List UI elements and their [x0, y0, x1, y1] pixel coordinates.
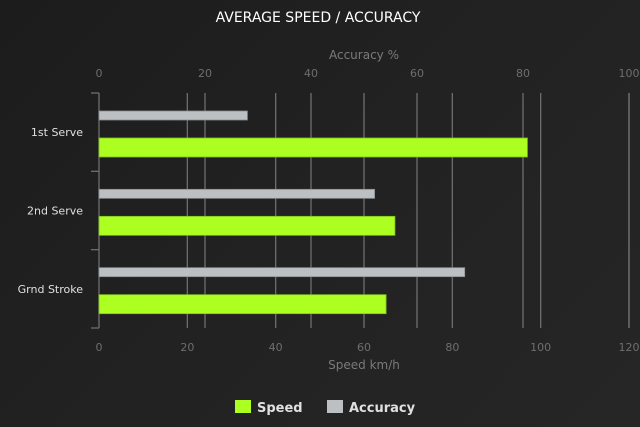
bottom-tick-label: 40 — [269, 341, 283, 354]
bar-speed — [98, 215, 396, 236]
bar-accuracy — [98, 110, 248, 121]
legend-swatch-accuracy — [327, 400, 343, 413]
legend-swatch-speed — [235, 400, 251, 413]
top-tick-label: 60 — [410, 67, 424, 80]
legend: Speed Accuracy — [235, 400, 416, 416]
bottom-tick-label: 80 — [445, 341, 459, 354]
bottom-tick-label: 60 — [357, 341, 371, 354]
top-tick-label: 20 — [198, 67, 212, 80]
legend-label-accuracy[interactable]: Accuracy — [349, 401, 416, 416]
chart-title: AVERAGE SPEED / ACCURACY — [216, 10, 421, 26]
top-tick-label: 0 — [96, 67, 103, 80]
category-label: 2nd Serve — [27, 205, 83, 218]
bar-accuracy — [98, 188, 376, 199]
bottom-tick-label: 0 — [96, 341, 103, 354]
bottom-tick-label: 100 — [530, 341, 551, 354]
bottom-axis-label: Speed km/h — [328, 358, 400, 372]
bottom-tick-label: 120 — [619, 341, 640, 354]
bottom-tick-label: 20 — [180, 341, 194, 354]
bar-speed — [98, 294, 387, 315]
category-label: Grnd Stroke — [18, 283, 84, 296]
top-tick-label: 40 — [304, 67, 318, 80]
top-tick-label: 80 — [516, 67, 530, 80]
bar-speed — [98, 137, 528, 158]
bar-accuracy — [98, 267, 466, 278]
legend-label-speed[interactable]: Speed — [257, 401, 303, 416]
top-axis-label: Accuracy % — [329, 48, 399, 62]
top-tick-label: 100 — [619, 67, 640, 80]
category-label: 1st Serve — [31, 126, 83, 139]
